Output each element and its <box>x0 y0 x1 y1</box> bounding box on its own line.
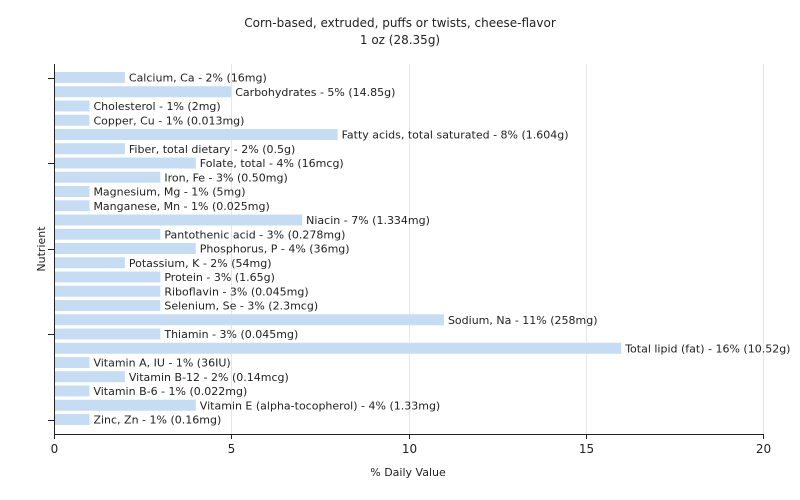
bar <box>55 86 232 98</box>
bar-label: Thiamin - 3% (0.045mg) <box>163 328 298 341</box>
bar-label: Vitamin E (alpha-tocopherol) - 4% (1.33m… <box>200 399 440 412</box>
bar <box>55 72 125 83</box>
bar <box>55 314 444 326</box>
bar <box>55 285 161 297</box>
bar-label: Iron, Fe - 3% (0.50mg) <box>164 171 287 184</box>
bar <box>55 371 125 383</box>
chart-title: Corn-based, extruded, puffs or twists, c… <box>244 16 556 30</box>
bars <box>55 72 622 425</box>
bar <box>55 300 161 311</box>
bar-label: Vitamin B-6 - 1% (0.022mg) <box>93 385 247 398</box>
bar-label: Zinc, Zn - 1% (0.16mg) <box>93 414 221 427</box>
x-tick-label: 0 <box>51 442 59 456</box>
bar <box>55 186 90 197</box>
bar <box>55 228 161 240</box>
bar-label: Manganese, Mn - 1% (0.025mg) <box>93 200 269 213</box>
bar <box>55 100 90 112</box>
y-axis-label: Nutrient <box>35 226 48 272</box>
bar-label: Potassium, K - 2% (54mg) <box>129 257 272 270</box>
bar-label: Copper, Cu - 1% (0.013mg) <box>93 114 244 127</box>
bar <box>55 114 90 126</box>
bar <box>55 157 196 169</box>
bar <box>55 342 622 354</box>
bar-label: Carbohydrates - 5% (14.85g) <box>235 86 395 99</box>
bar <box>55 171 161 183</box>
bar-label: Phosphorus, P - 4% (36mg) <box>200 243 350 256</box>
x-tick-label: 20 <box>756 442 771 456</box>
bar-label: Pantothenic acid - 3% (0.278mg) <box>164 228 345 241</box>
bar-label: Calcium, Ca - 2% (16mg) <box>129 72 267 85</box>
bar-label: Sodium, Na - 11% (258mg) <box>448 314 598 327</box>
bar-label: Niacin - 7% (1.334mg) <box>306 214 430 227</box>
bar <box>55 271 161 283</box>
bar-label: Folate, total - 4% (16mcg) <box>200 157 344 170</box>
bar-label: Fatty acids, total saturated - 8% (1.604… <box>342 129 569 142</box>
bar-label: Selenium, Se - 3% (2.3mcg) <box>164 300 318 313</box>
bar-label: Riboflavin - 3% (0.045mg) <box>164 285 308 298</box>
bar-label: Vitamin A, IU - 1% (36IU) <box>93 357 230 370</box>
gridlines <box>231 64 764 434</box>
bar-label: Total lipid (fat) - 16% (10.52g) <box>624 342 790 355</box>
bar <box>55 214 303 226</box>
bar <box>55 200 90 212</box>
bar <box>55 414 90 425</box>
bar-label: Protein - 3% (1.65g) <box>164 271 275 284</box>
bar-label: Cholesterol - 1% (2mg) <box>93 100 220 113</box>
bar-labels: Calcium, Ca - 2% (16mg)Carbohydrates - 5… <box>93 72 790 427</box>
axes: 0 5 10 15 20 <box>48 64 771 456</box>
bar <box>55 399 196 411</box>
bar <box>55 385 90 397</box>
bar-label: Fiber, total dietary - 2% (0.5g) <box>129 143 295 156</box>
bar <box>55 129 338 140</box>
bar <box>55 328 161 340</box>
bar <box>55 143 125 155</box>
x-tick-label: 5 <box>228 442 236 456</box>
bar-label: Vitamin B-12 - 2% (0.14mcg) <box>129 371 289 384</box>
bar <box>55 257 125 269</box>
x-tick-label: 10 <box>402 442 417 456</box>
bar <box>55 243 196 254</box>
bar-label: Magnesium, Mg - 1% (5mg) <box>93 186 245 199</box>
chart-subtitle: 1 oz (28.35g) <box>360 33 440 47</box>
x-axis-label: % Daily Value <box>370 466 446 479</box>
x-tick-label: 15 <box>579 442 594 456</box>
bar <box>55 357 90 368</box>
